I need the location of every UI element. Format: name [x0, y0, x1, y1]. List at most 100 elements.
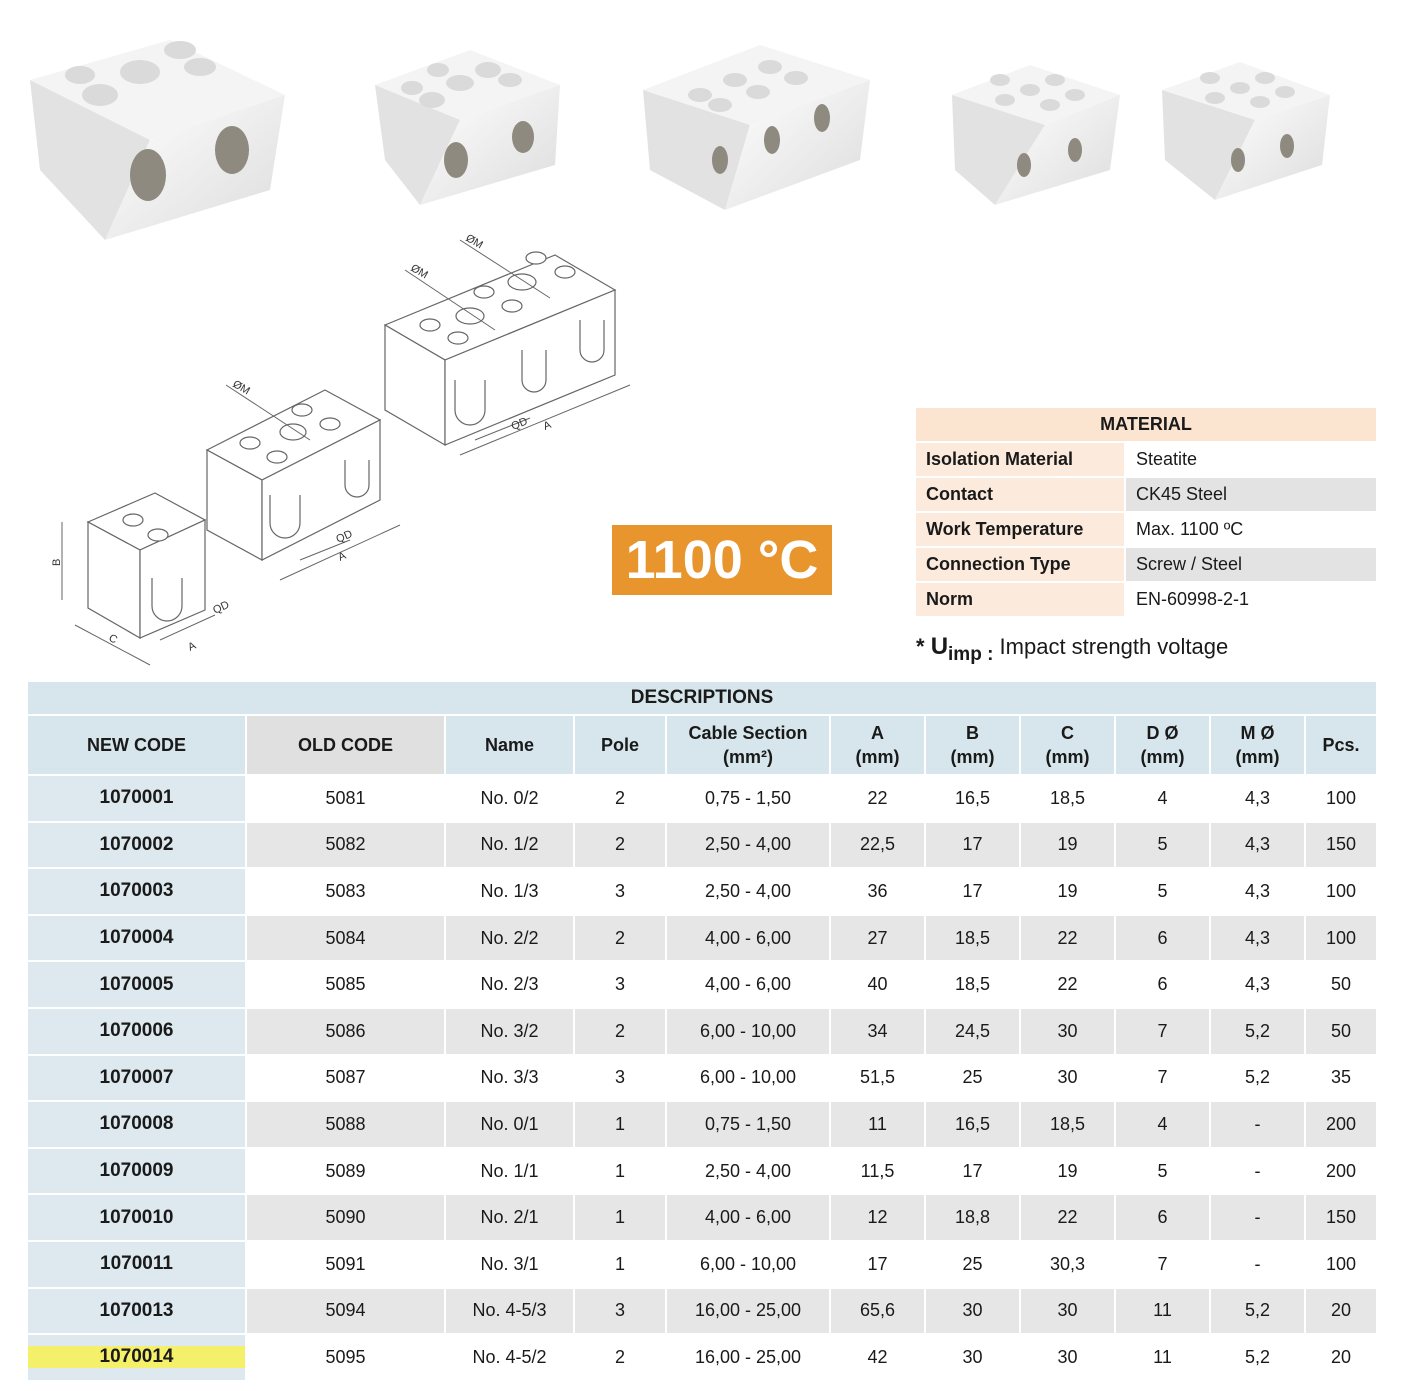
- table-row: 1070004 5084 No. 2/2 2 4,00 - 6,00 27 18,5 22 6 4…: [28, 915, 1376, 961]
- cell-text: 5082: [325, 834, 366, 855]
- material-value: Max. 1100 ºC: [1126, 513, 1376, 546]
- cell-text: 30: [1057, 1346, 1078, 1367]
- cell-text: 19: [1057, 1160, 1078, 1181]
- cell-text: 1: [614, 1160, 625, 1181]
- header-text: (mm²): [723, 747, 773, 767]
- cell-text: 2: [614, 1020, 625, 1041]
- material-row: Isolation Material Steatite: [916, 443, 1376, 476]
- table-cell: 7: [1116, 1008, 1209, 1054]
- table-cell: 11: [831, 1102, 924, 1147]
- cell-text: 5086: [325, 1020, 366, 1041]
- table-cell: 1: [575, 1241, 665, 1287]
- code: 1070008: [99, 1113, 174, 1135]
- table-cell: 2: [575, 822, 665, 868]
- header-text: NEW CODE: [87, 735, 186, 755]
- table-cell: 1070009: [28, 1148, 245, 1194]
- cell-text: 100: [1325, 880, 1357, 901]
- note-star: *: [916, 634, 925, 659]
- cell-text: 30,3: [1049, 1253, 1086, 1274]
- cell-text: 5089: [325, 1160, 366, 1181]
- dimension-lines: [61, 239, 631, 666]
- cell-text: 150: [1325, 1207, 1357, 1228]
- cell-text: No. 1/3: [480, 880, 539, 901]
- table-cell: 3: [575, 962, 665, 1007]
- cell-text: 3: [614, 974, 625, 995]
- table-cell: 0,75 - 1,50: [667, 1102, 829, 1147]
- table-row: 1070011 5091 No. 3/1 1 6,00 - 10,00 17 25 30,3 7…: [28, 1241, 1376, 1287]
- table-row: 1070002 5082 No. 1/2 2 2,50 - 4,00 22,5 17 19 5 4…: [28, 822, 1376, 868]
- material-row: Norm EN-60998-2-1: [916, 583, 1376, 616]
- table-cell: 4,3: [1211, 915, 1304, 961]
- table-cell: 4,3: [1211, 962, 1304, 1007]
- cell-text: 2,50 - 4,00: [704, 880, 792, 901]
- table-cell: 17: [926, 822, 1019, 868]
- table-cell: 19: [1021, 822, 1114, 868]
- table-cell: 16,00 - 25,00: [667, 1335, 829, 1380]
- table-cell: 65,6: [831, 1288, 924, 1334]
- cell-text: 5091: [325, 1253, 366, 1274]
- cell-text: 50: [1330, 974, 1352, 995]
- table-cell: 18,8: [926, 1195, 1019, 1240]
- table-row: 1070014 5095 No. 4-5/2 2 16,00 - 25,00 42 30 30…: [28, 1335, 1376, 1380]
- temperature-badge: 1100 °C: [612, 525, 832, 595]
- table-cell: 5090: [247, 1195, 444, 1240]
- dim-label: B: [51, 559, 63, 566]
- table-cell: 25: [926, 1055, 1019, 1101]
- cell-text: 6,00 - 10,00: [699, 1067, 797, 1088]
- photo-3pole: [643, 45, 870, 210]
- table-cell: 1: [575, 1195, 665, 1240]
- table-cell: No. 3/2: [446, 1008, 573, 1054]
- table-cell: 3: [575, 1288, 665, 1334]
- table-row: 1070007 5087 No. 3/3 3 6,00 - 10,00 51,5 25 30 7…: [28, 1055, 1376, 1101]
- table-cell: 22: [1021, 915, 1114, 961]
- table-cell: 51,5: [831, 1055, 924, 1101]
- table-cell: 1070001: [28, 776, 245, 821]
- cell-text: 18,5: [954, 927, 991, 948]
- cell-text: 18,5: [1049, 787, 1086, 808]
- descriptions-table: DESCRIPTIONS NEW CODE OLD CODE Name Pole Cabl…: [28, 682, 1376, 1382]
- table-cell: 1070010: [28, 1195, 245, 1240]
- cell-text: 100: [1325, 1253, 1357, 1274]
- table-cell: 18,5: [1021, 776, 1114, 821]
- table-cell: 7: [1116, 1241, 1209, 1287]
- table-cell: 34: [831, 1008, 924, 1054]
- table-cell: 5081: [247, 776, 444, 821]
- table-cell: 20: [1306, 1288, 1376, 1334]
- table-row: 1070001 5081 No. 0/2 2 0,75 - 1,50 22 16,5 18,5…: [28, 776, 1376, 821]
- cell-text: 1: [614, 1207, 625, 1228]
- cell-text: No. 3/1: [480, 1253, 539, 1274]
- code: 1070005: [99, 973, 174, 995]
- cell-text: 34: [867, 1020, 888, 1041]
- header-text: (mm): [950, 747, 995, 767]
- cell-text: 25: [962, 1253, 983, 1274]
- cell-text: 6: [1157, 974, 1168, 995]
- table-cell: 17: [926, 869, 1019, 914]
- table-cell: No. 0/1: [446, 1102, 573, 1147]
- table-cell: 36: [831, 869, 924, 914]
- cell-text: No. 1/1: [480, 1160, 539, 1181]
- table-cell: 4,00 - 6,00: [667, 1195, 829, 1240]
- table-cell: 27: [831, 915, 924, 961]
- table-row: 1070013 5094 No. 4-5/3 3 16,00 - 25,00 65,6 30…: [28, 1288, 1376, 1334]
- table-cell: 30: [1021, 1335, 1114, 1380]
- note-subscript: imp :: [948, 644, 994, 665]
- header-cell: D Ø (mm): [1116, 716, 1209, 774]
- cell-text: 17: [962, 834, 983, 855]
- cell-text: 4,3: [1244, 834, 1271, 855]
- material-label: Connection Type: [916, 548, 1124, 581]
- table-cell: 30: [926, 1288, 1019, 1334]
- table-cell: 11: [1116, 1335, 1209, 1380]
- table-cell: 2: [575, 1008, 665, 1054]
- table-cell: 1070013: [28, 1288, 245, 1334]
- table-row: 1070009 5089 No. 1/1 1 2,50 - 4,00 11,5 17 19 5 -…: [28, 1148, 1376, 1194]
- table-cell: 100: [1306, 915, 1376, 961]
- table-cell: No. 4-5/2: [446, 1335, 573, 1380]
- cell-text: 4: [1157, 787, 1168, 808]
- table-cell: 5083: [247, 869, 444, 914]
- table-cell: 100: [1306, 869, 1376, 914]
- cell-text: 2: [614, 834, 625, 855]
- material-row: Contact CK45 Steel: [916, 478, 1376, 511]
- cell-text: No. 3/3: [480, 1067, 539, 1088]
- dim-label: C: [107, 632, 120, 646]
- cell-text: No. 4-5/2: [472, 1346, 547, 1367]
